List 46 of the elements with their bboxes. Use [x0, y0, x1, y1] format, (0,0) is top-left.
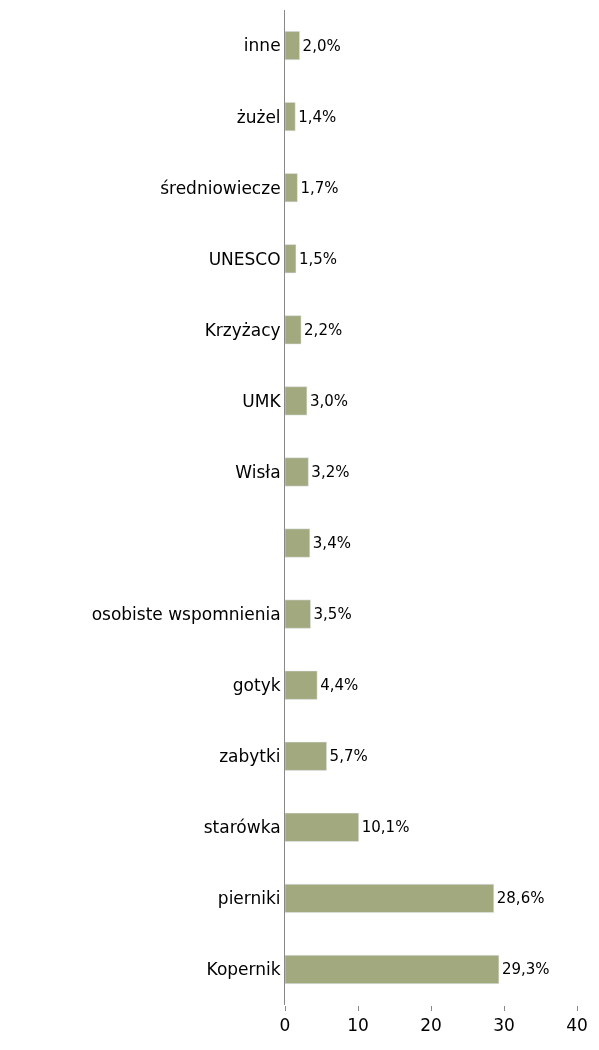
x-tick-label: 0	[279, 1015, 291, 1036]
bar	[285, 102, 296, 132]
data-label: 3,5%	[313, 605, 352, 624]
y-tick-label: Wisła	[235, 461, 281, 482]
bar	[285, 670, 318, 700]
data-label: 10,1%	[361, 818, 410, 837]
x-tick-label: 20	[420, 1015, 442, 1036]
bar	[285, 31, 300, 60]
y-tick-label: gotyk	[232, 675, 281, 696]
bar	[285, 741, 327, 771]
bar	[285, 528, 311, 558]
data-label: 2,0%	[302, 36, 341, 55]
bar	[285, 955, 500, 984]
y-tick-label: starówka	[203, 817, 281, 838]
data-label: 1,5%	[298, 249, 338, 268]
y-tick-label: UMK	[242, 390, 282, 411]
y-tick-label: inne	[243, 35, 281, 56]
data-label: 5,7%	[329, 747, 368, 766]
data-label: 4,4%	[320, 676, 359, 695]
y-tick-label: żużel	[236, 106, 281, 127]
y-tick-label: Kopernik	[206, 959, 281, 980]
y-tick-label: osobiste wspomnienia	[91, 604, 281, 625]
y-tick-label: UNESCO	[208, 248, 281, 269]
data-label: 28,6%	[496, 889, 545, 908]
data-label: 2,2%	[304, 320, 343, 339]
data-label: 1,4%	[298, 107, 337, 126]
y-tick-label: średniowiecze	[160, 177, 281, 198]
x-tick-label: 40	[566, 1015, 588, 1036]
data-label: 1,7%	[300, 178, 339, 197]
bar	[285, 883, 495, 913]
bar	[285, 386, 308, 416]
data-label: 3,2%	[311, 462, 350, 481]
bar	[285, 244, 297, 274]
data-label: 3,0%	[309, 391, 349, 410]
bar	[285, 173, 298, 203]
x-tick-label: 30	[493, 1015, 515, 1036]
data-label: 29,3%	[501, 960, 550, 979]
bar	[285, 457, 309, 487]
y-tick-label: pierniki	[217, 888, 281, 909]
y-tick-label: Krzyżacy	[204, 319, 281, 340]
bar	[285, 315, 302, 345]
x-tick-label: 10	[347, 1015, 369, 1036]
data-label: 3,4%	[312, 534, 351, 553]
y-tick-label: zabytki	[219, 746, 281, 767]
bar	[285, 812, 359, 842]
bar	[285, 599, 311, 629]
